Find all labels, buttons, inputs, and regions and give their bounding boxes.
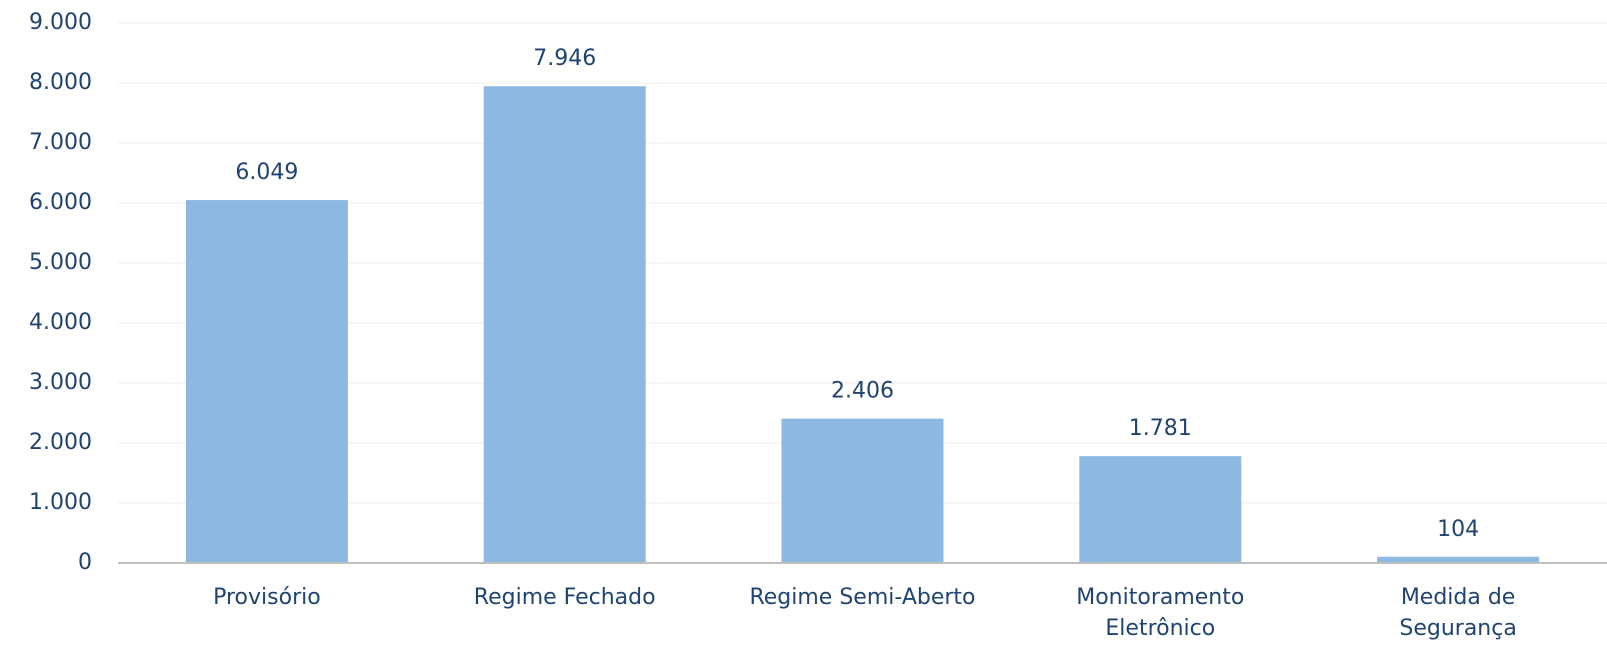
bar: [1377, 556, 1540, 563]
bar: [781, 418, 944, 563]
y-tick-label: 8.000: [29, 70, 92, 95]
value-label: 2.406: [831, 379, 894, 404]
y-tick-label: 1.000: [29, 490, 92, 515]
bar: [483, 86, 646, 564]
x-tick-label: Medida de: [1401, 585, 1516, 610]
y-tick-label: 7.000: [29, 130, 92, 155]
y-tick-label: 6.000: [29, 190, 92, 215]
x-tick-label: Regime Fechado: [474, 585, 656, 610]
x-tick-label: Provisório: [213, 585, 321, 610]
value-label: 104: [1437, 517, 1479, 542]
value-label: 6.049: [235, 160, 298, 185]
x-tick-label: Segurança: [1399, 616, 1516, 641]
y-tick-label: 2.000: [29, 430, 92, 455]
y-tick-label: 3.000: [29, 370, 92, 395]
y-tick-label: 5.000: [29, 250, 92, 275]
y-tick-label: 9.000: [29, 10, 92, 35]
x-tick-label: Regime Semi-Aberto: [749, 585, 975, 610]
bar: [1079, 456, 1242, 563]
value-label: 1.781: [1129, 416, 1192, 441]
bar: [185, 200, 348, 563]
x-tick-label: Eletrônico: [1105, 616, 1215, 641]
value-label: 7.946: [533, 46, 596, 71]
y-tick-label: 4.000: [29, 310, 92, 335]
y-tick-label: 0: [78, 550, 92, 575]
x-tick-label: Monitoramento: [1076, 585, 1244, 610]
